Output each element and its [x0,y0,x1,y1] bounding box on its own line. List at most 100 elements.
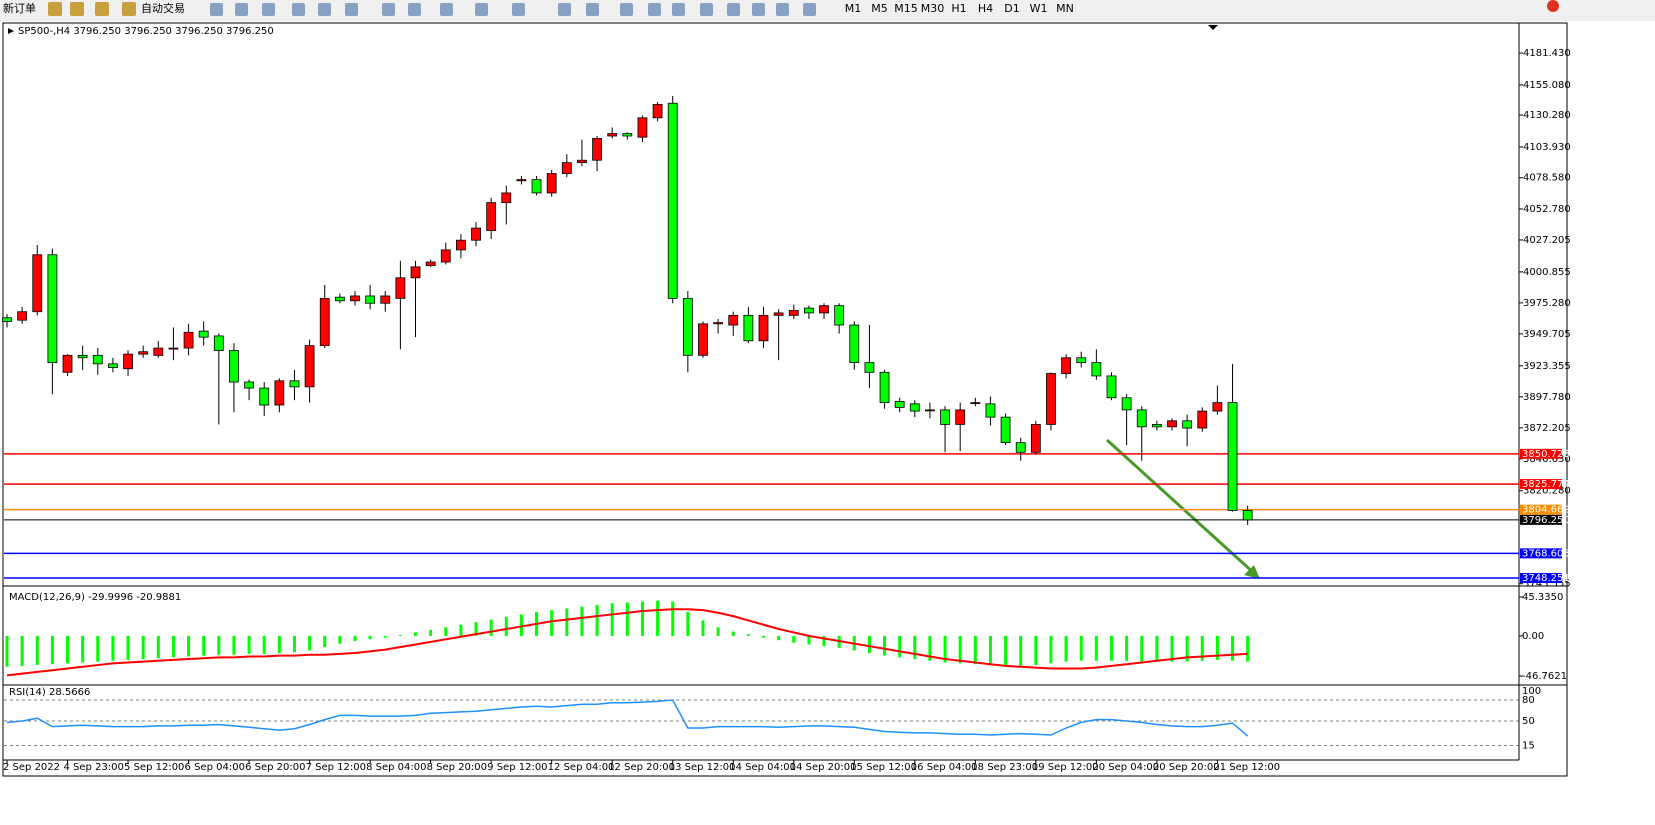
histogram-bar [368,635,372,640]
histogram-bar [792,635,796,643]
toolbar-icon[interactable] [262,3,275,16]
histogram-bar [292,635,296,653]
candle-body [77,354,88,359]
timeframe-button[interactable]: MN [1056,2,1074,15]
candle-body [1182,420,1193,429]
toolbar-icon[interactable] [440,3,453,16]
histogram-bar [1140,635,1144,662]
timeframe-button[interactable]: M15 [894,2,918,15]
candle-body [713,322,724,325]
histogram-bar [141,635,145,660]
y-tick-label: 3949.705 [1523,329,1571,340]
toolbar-button[interactable]: 自动交易 [141,1,185,15]
candle-body [229,350,239,383]
y-tick-label: 50 [1522,716,1535,727]
candle-body [380,295,391,304]
timeframe-button[interactable]: D1 [1004,2,1019,15]
timeframe-button[interactable]: H1 [951,2,966,15]
x-tick-label: 13 Sep 12:00 [669,762,736,773]
x-tick-label: 7 Sep 12:00 [306,762,366,773]
histogram-bar [156,635,160,659]
x-tick-label: 16 Sep 04:00 [911,762,978,773]
histogram-bar [1200,635,1204,661]
y-tick-label: 4181.430 [1523,48,1571,59]
candle-body [955,409,966,425]
candle-body [319,297,330,347]
histogram-bar [595,604,599,636]
toolbar-icon[interactable] [620,3,633,16]
timeframe-button[interactable]: M5 [871,2,888,15]
toolbar-icon[interactable] [803,3,816,16]
y-tick-label: 45.3350 [1522,592,1563,603]
y-tick-label: 3743.555 [1523,579,1571,590]
toolbar-icon[interactable] [210,3,223,16]
histogram-bar [822,635,826,647]
histogram-bar [762,635,765,638]
toolbar-icon[interactable] [48,2,62,16]
toolbar-icon[interactable] [475,3,488,16]
candle-body [365,295,376,304]
candle-body [743,314,754,342]
toolbar-icon[interactable] [558,3,571,16]
x-tick-label: 6 Sep 04:00 [185,762,245,773]
histogram-bar [35,635,39,666]
indicator-title: MACD(12,26,9) -29.9996 -20.9881 [9,592,181,603]
toolbar-icon[interactable] [672,3,685,16]
toolbar-icon[interactable] [700,3,713,16]
histogram-bar [1049,635,1053,664]
x-tick-label: 5 Sep 12:00 [124,762,184,773]
price-level-label: 3796.250 [1522,515,1570,526]
toolbar-icon[interactable] [122,2,136,16]
candle-body [652,104,663,119]
candle-body [62,354,73,373]
toolbar-icon[interactable] [235,3,248,16]
y-tick-label: 4000.855 [1523,267,1571,278]
histogram-bar [565,608,569,636]
candle-body [592,138,602,161]
price-level-box [1520,504,1562,515]
toolbar-icon[interactable] [318,3,331,16]
title-marker [8,28,14,34]
timeframe-button[interactable]: W1 [1030,2,1048,15]
toolbar-icon[interactable] [648,3,661,16]
candle-body [289,380,300,388]
histogram-bar [686,611,690,636]
notification-badge[interactable] [1547,0,1559,12]
toolbar-icon[interactable] [752,3,765,16]
candle-body [864,362,875,373]
histogram-bar [625,602,629,636]
toolbar-icon[interactable] [345,3,358,16]
toolbar-icon[interactable] [776,3,789,16]
timeframe-button[interactable]: M1 [845,2,862,15]
toolbar-icon[interactable] [70,2,84,16]
toolbar-button[interactable]: 新订单 [3,1,36,15]
x-tick-label: 8 Sep 04:00 [366,762,426,773]
candle-body [1212,402,1223,412]
timeframe-button[interactable]: H4 [978,2,993,15]
histogram-bar [943,635,947,663]
candle-body [834,305,845,326]
candle-body [501,192,512,204]
candle-body [1227,402,1238,511]
histogram-bar [504,617,508,636]
x-tick-label: 12 Sep 04:00 [548,762,615,773]
candle-body [1197,410,1208,429]
toolbar-icon[interactable] [292,3,305,16]
toolbar-icon[interactable] [408,3,421,16]
x-tick-label: 21 Sep 12:00 [1213,762,1280,773]
candle-body [698,323,708,356]
toolbar-icon[interactable] [512,3,525,16]
candle-body [758,314,769,342]
toolbar-icon[interactable] [382,3,395,16]
histogram-bar [489,619,493,636]
x-tick-label: 6 Sep 20:00 [245,762,305,773]
candle-body [682,297,693,356]
toolbar-icon[interactable] [586,3,599,16]
timeframe-button[interactable]: M30 [921,2,945,15]
candle-body [92,354,103,365]
y-tick-label: 3975.280 [1523,298,1571,309]
toolbar-icon[interactable] [95,2,109,16]
candle-body [773,312,784,316]
toolbar-icon[interactable] [727,3,740,16]
histogram-bar [81,635,85,663]
